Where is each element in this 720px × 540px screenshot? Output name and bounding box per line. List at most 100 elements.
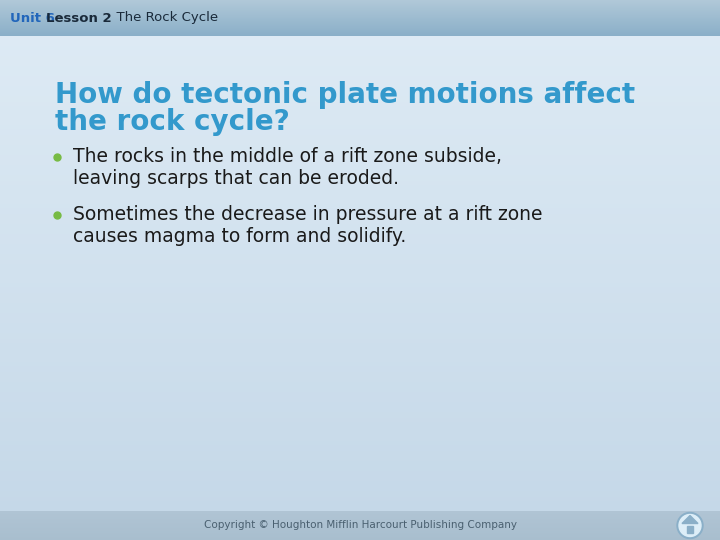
Bar xyxy=(0,136,720,137)
Bar xyxy=(0,409,720,410)
Bar xyxy=(0,76,720,77)
Bar xyxy=(0,461,720,462)
Bar xyxy=(0,421,720,422)
Bar xyxy=(0,61,720,62)
Bar xyxy=(0,46,720,47)
Bar xyxy=(0,92,720,93)
Bar xyxy=(0,301,720,302)
Text: The rocks in the middle of a rift zone subside,: The rocks in the middle of a rift zone s… xyxy=(73,147,502,166)
Bar xyxy=(0,536,720,537)
Bar xyxy=(0,246,720,247)
Bar xyxy=(0,442,720,443)
Bar xyxy=(0,126,720,127)
Bar xyxy=(0,124,720,125)
Bar xyxy=(0,55,720,56)
Text: Sometimes the decrease in pressure at a rift zone: Sometimes the decrease in pressure at a … xyxy=(73,206,542,225)
Bar xyxy=(0,344,720,345)
Bar xyxy=(0,49,720,50)
Bar xyxy=(0,393,720,394)
Bar xyxy=(0,529,720,530)
Bar xyxy=(0,501,720,502)
Bar xyxy=(0,383,720,384)
Bar xyxy=(0,351,720,352)
Bar xyxy=(0,5,720,6)
Bar xyxy=(0,204,720,205)
Bar xyxy=(0,83,720,84)
Bar xyxy=(0,182,720,183)
Bar xyxy=(0,225,720,226)
Bar xyxy=(0,413,720,414)
Bar xyxy=(0,523,720,524)
Bar xyxy=(0,25,720,26)
Bar xyxy=(0,519,720,520)
Bar xyxy=(0,304,720,305)
Bar xyxy=(0,114,720,115)
Bar xyxy=(0,239,720,240)
Bar xyxy=(0,380,720,381)
Bar xyxy=(0,317,720,318)
Bar xyxy=(0,180,720,181)
Bar xyxy=(0,67,720,68)
Bar xyxy=(0,211,720,212)
Bar xyxy=(0,66,720,67)
Bar xyxy=(0,257,720,258)
Bar xyxy=(0,370,720,371)
Bar xyxy=(0,539,720,540)
Bar xyxy=(0,470,720,471)
Bar xyxy=(0,51,720,52)
Bar xyxy=(0,144,720,145)
Bar xyxy=(0,77,720,78)
Bar xyxy=(0,348,720,349)
Bar xyxy=(0,432,720,433)
Bar xyxy=(0,407,720,408)
Bar xyxy=(0,256,720,257)
Bar xyxy=(0,45,720,46)
Bar xyxy=(0,322,720,323)
Bar xyxy=(0,104,720,105)
Bar xyxy=(0,151,720,152)
Bar xyxy=(0,23,720,24)
Bar xyxy=(0,18,720,19)
Bar xyxy=(0,291,720,292)
Bar xyxy=(0,275,720,276)
Bar xyxy=(0,29,720,30)
Bar xyxy=(0,210,720,211)
Bar xyxy=(0,528,720,529)
Bar xyxy=(0,163,720,164)
Bar xyxy=(0,366,720,367)
Bar xyxy=(0,448,720,449)
Bar xyxy=(0,459,720,460)
Bar xyxy=(0,518,720,519)
Bar xyxy=(0,231,720,232)
Bar xyxy=(0,40,720,41)
Bar xyxy=(0,150,720,151)
Bar xyxy=(0,32,720,33)
Bar xyxy=(0,74,720,75)
Bar xyxy=(0,103,720,104)
Bar xyxy=(0,305,720,306)
Bar xyxy=(0,131,720,132)
Bar xyxy=(0,91,720,92)
Bar xyxy=(0,121,720,122)
Bar xyxy=(0,509,720,510)
Bar xyxy=(0,175,720,176)
Bar xyxy=(0,429,720,430)
Bar xyxy=(0,22,720,23)
Bar xyxy=(0,468,720,469)
Bar xyxy=(0,134,720,135)
Bar xyxy=(0,477,720,478)
Bar xyxy=(0,326,720,327)
Bar xyxy=(0,6,720,7)
Bar xyxy=(0,403,720,404)
Bar xyxy=(0,454,720,455)
Bar xyxy=(0,228,720,229)
Bar xyxy=(0,456,720,457)
Bar xyxy=(0,337,720,338)
Bar xyxy=(0,349,720,350)
Text: Lesson 2: Lesson 2 xyxy=(46,11,112,24)
Bar xyxy=(0,54,720,55)
Bar xyxy=(0,533,720,534)
Bar xyxy=(0,38,720,39)
Bar xyxy=(0,416,720,417)
Bar xyxy=(0,36,720,37)
